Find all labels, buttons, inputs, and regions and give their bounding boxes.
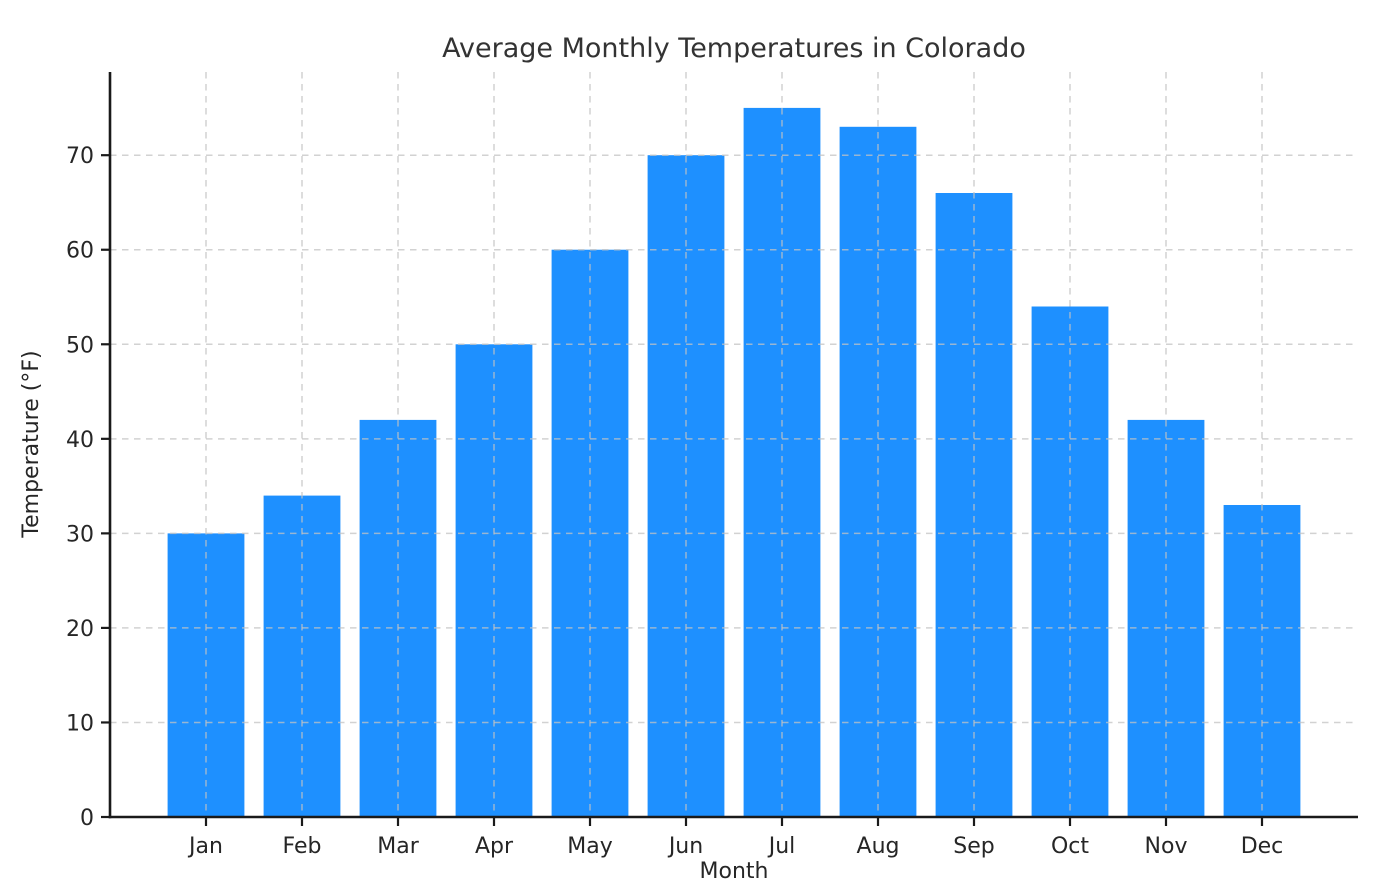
x-tick-label: Oct [1051, 834, 1089, 859]
y-tick-label: 50 [66, 333, 94, 358]
x-tick-label: Nov [1145, 834, 1188, 859]
x-tick-label: Sep [953, 834, 994, 859]
y-axis-label: Temperature (°F) [19, 350, 44, 538]
bar-oct [1031, 306, 1109, 817]
x-tick-label: Jun [667, 834, 703, 859]
y-tick-label: 60 [66, 239, 94, 264]
y-tick-label: 10 [66, 711, 94, 736]
y-tick-label: 70 [66, 144, 94, 169]
x-axis-label: Month [700, 859, 769, 884]
y-tick-label: 0 [80, 806, 94, 831]
y-tick-label: 30 [66, 522, 94, 547]
x-tick-label: Feb [283, 834, 322, 859]
bars-layer [167, 107, 1301, 818]
bar-feb [263, 495, 341, 817]
x-tick-label: Dec [1241, 834, 1284, 859]
x-tick-label: Jul [767, 834, 796, 859]
x-tick-label: May [567, 834, 612, 859]
grid-layer [110, 72, 1355, 817]
axes-layer: 0 10 20 30 40 50 60 70 Jan Feb Mar Apr May Jun Jul Aug S… [66, 72, 1358, 859]
y-tick-label: 20 [66, 617, 94, 642]
x-tick-label: Jan [187, 834, 223, 859]
chart-title: Average Monthly Temperatures in Colorado [442, 33, 1026, 64]
x-tick-label: Mar [377, 834, 419, 859]
x-tick-label: Apr [475, 834, 514, 859]
x-tick-label: Aug [857, 834, 900, 859]
y-tick-label: 40 [66, 428, 94, 453]
